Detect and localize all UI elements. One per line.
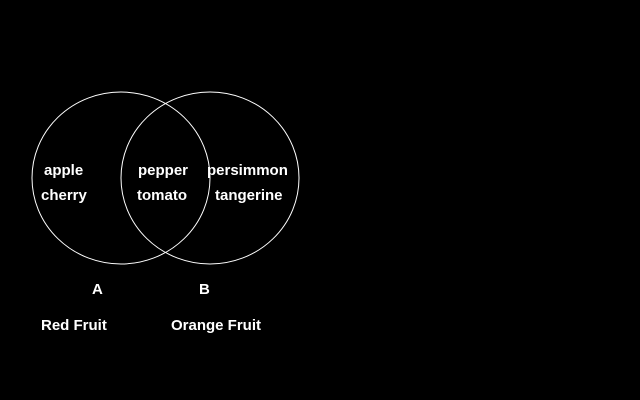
set-a-circle [31,91,211,265]
set-b-circle [120,91,300,265]
set-a-item: cherry [41,187,88,204]
intersection-item: tomato [137,187,187,204]
set-a-letter: A [92,281,103,298]
set-b-item: tangerine [215,187,283,204]
intersection-item: pepper [138,162,188,179]
set-a-item: apple [44,162,83,179]
set-a-name: Red Fruit [41,317,107,334]
set-b-item: persimmon [207,162,288,179]
set-b-name: Orange Fruit [171,317,261,334]
set-b-letter: B [199,281,210,298]
